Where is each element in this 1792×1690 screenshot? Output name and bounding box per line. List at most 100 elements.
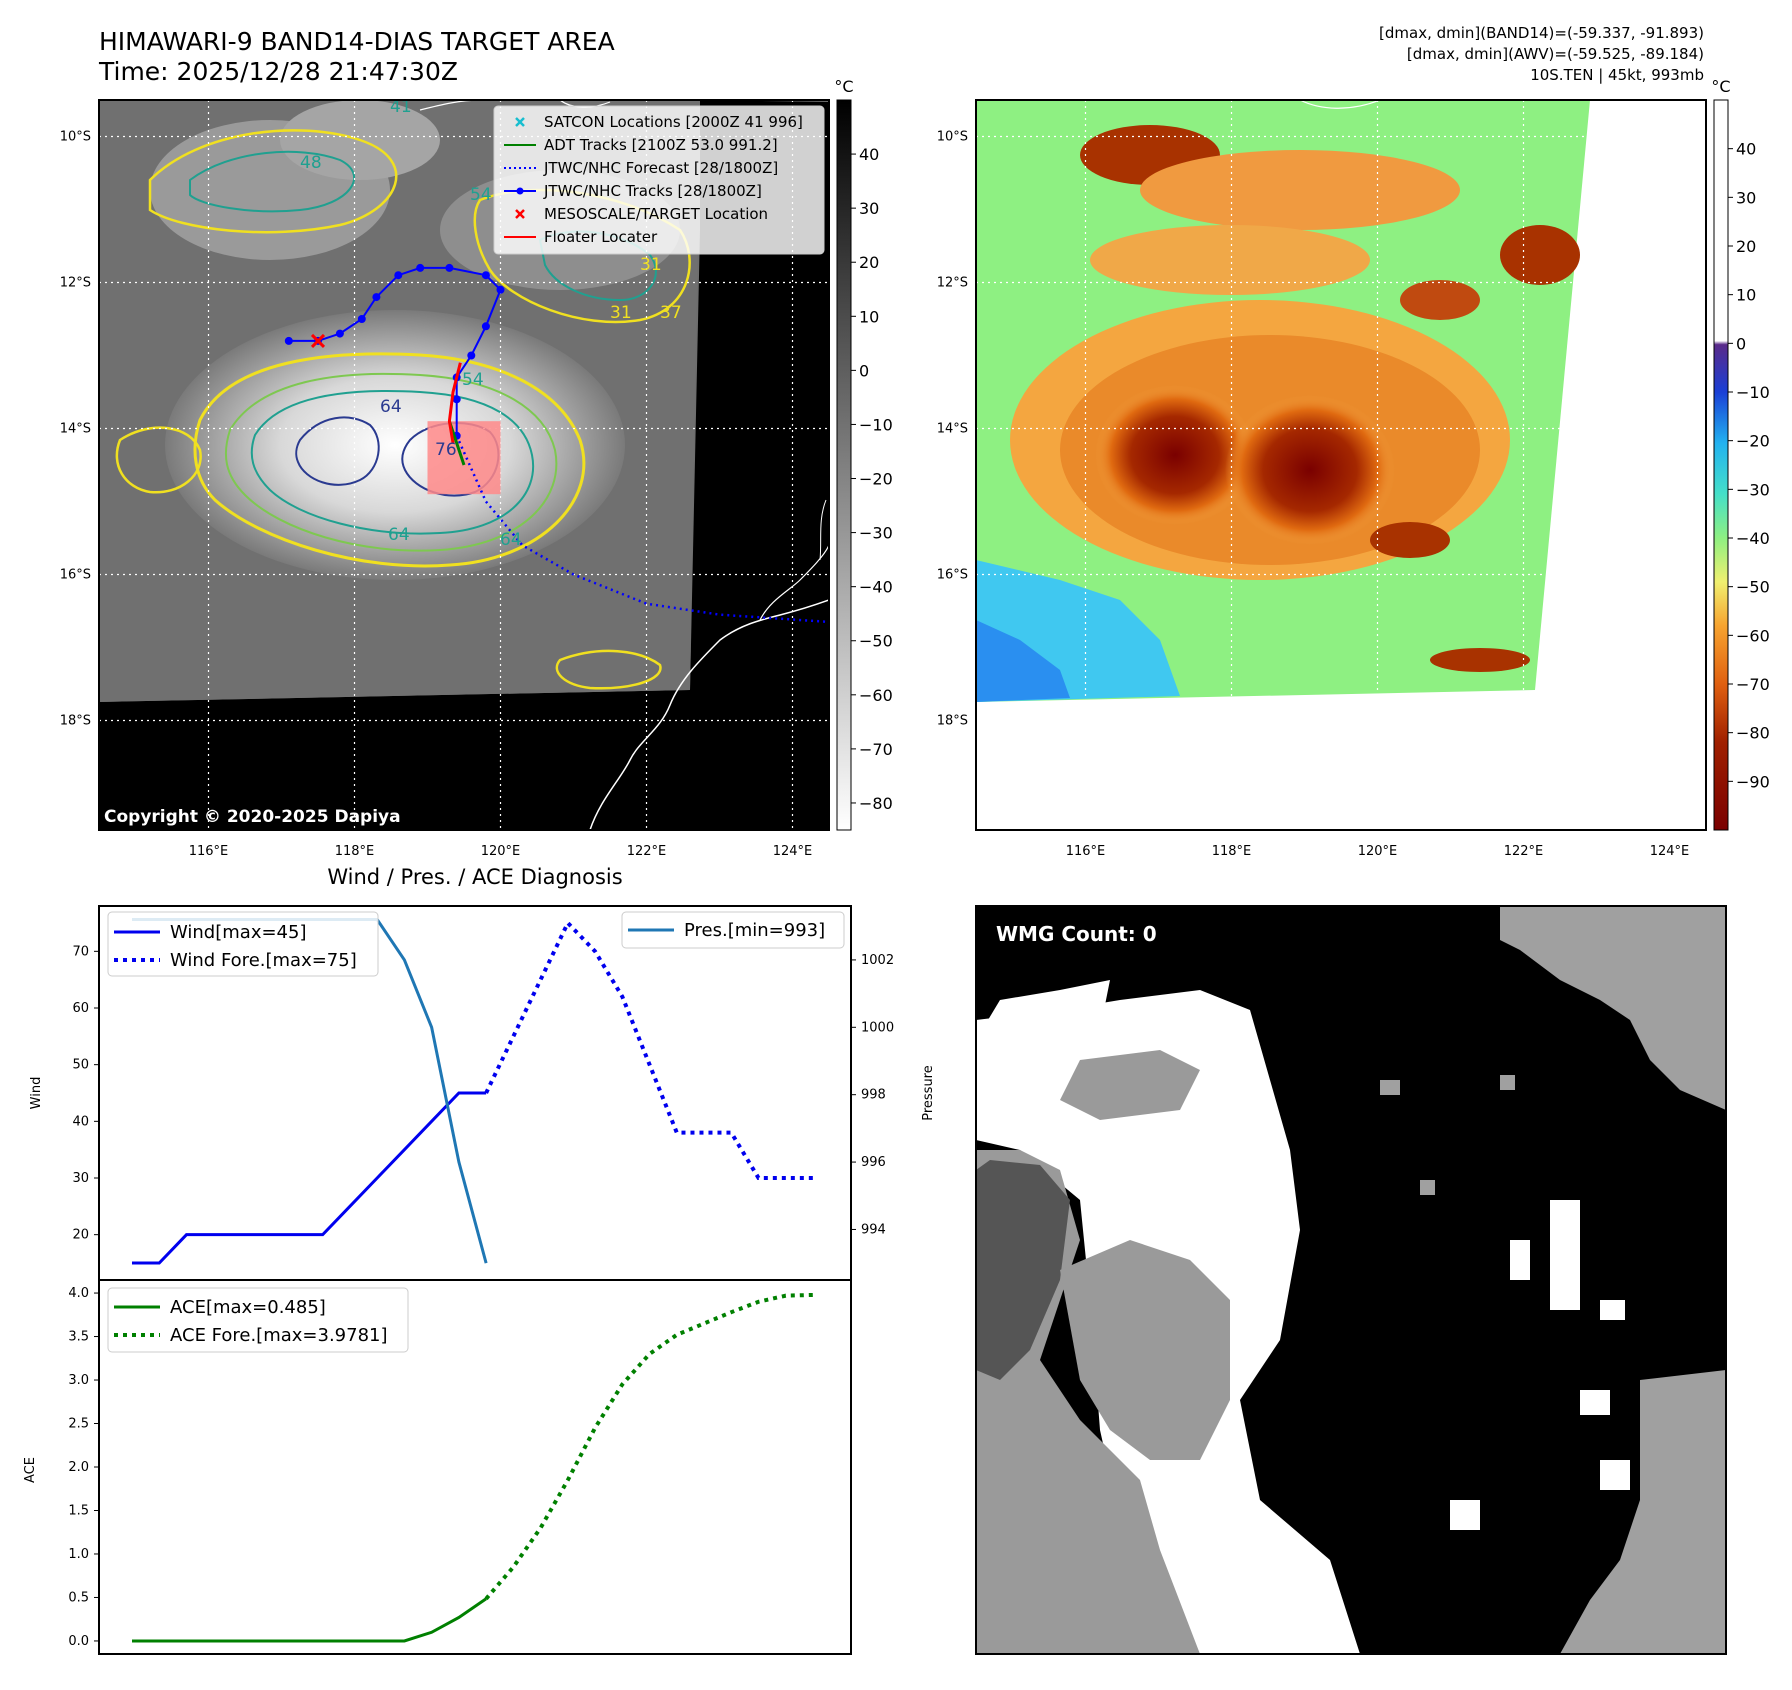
legend-box xyxy=(493,105,825,255)
contour-label: 64 xyxy=(500,530,522,550)
colorbar-tick-label: −10 xyxy=(859,415,893,434)
wmg-count-label: WMG Count: 0 xyxy=(996,922,1157,946)
legend-entry: JTWC/NHC Tracks [28/1800Z] xyxy=(543,182,762,200)
map-legend: SATCON Locations [2000Z 41 996] ADT Track… xyxy=(493,105,825,255)
lat-tick-label: 16°S xyxy=(937,568,968,583)
colorbar-tick-label: 10 xyxy=(859,307,879,326)
colorbar-tick-label: −80 xyxy=(859,794,893,813)
pressure-legend-box xyxy=(621,911,845,949)
wind-tick-label: 60 xyxy=(72,1001,89,1016)
legend-entry: Wind[max=45] xyxy=(170,922,307,943)
lat-tick-label: 18°S xyxy=(937,714,968,729)
wind-pressure-chart: Wind / Pres. / ACE Diagnosis Wind Pressu… xyxy=(29,865,936,1281)
jtwc-track-point xyxy=(416,263,425,272)
lat-tick-label: 10°S xyxy=(937,130,968,145)
band14-colorbar-ticks: 40 30 20 10 0 −10 −20 −30 −40 −50 −60 −70 −80 xyxy=(851,145,893,813)
contour-label: 41 xyxy=(390,97,412,117)
contour-labels: 54 64 64 76 64 31 37 41 31 48 54 xyxy=(300,97,682,550)
map-lat-ticks: 10°S 12°S 14°S 16°S 18°S xyxy=(60,130,91,729)
band14-map-panel: 54 64 64 76 64 31 37 41 31 48 54 Copyright © 2020-… xyxy=(60,77,893,859)
colorbar-tick-label: −70 xyxy=(1736,675,1770,694)
ace-series xyxy=(131,1292,814,1643)
storm-cloud xyxy=(165,310,625,580)
awv-core-west xyxy=(1095,385,1255,525)
colorbar-tick-label: −60 xyxy=(1736,626,1770,645)
jtwc-track-point xyxy=(481,322,490,331)
jtwc-forecast-line xyxy=(455,435,829,624)
legend-entry: Floater Locater xyxy=(544,228,658,246)
wind-legend-box xyxy=(107,911,379,977)
diagnosis-title: Wind / Pres. / ACE Diagnosis xyxy=(327,865,622,889)
contour-label: 64 xyxy=(380,397,402,417)
lon-tick-label: 124°E xyxy=(773,844,813,859)
legend-entry: ACE[max=0.485] xyxy=(170,1297,326,1318)
lon-tick-label: 118°E xyxy=(335,844,375,859)
jtwc-track-point xyxy=(284,336,293,345)
awv-lat-ticks: 10°S 12°S 14°S 16°S 18°S xyxy=(937,130,968,729)
ace-legend: ACE[max=0.485] ACE Fore.[max=3.9781] xyxy=(107,1287,409,1353)
legend-marker xyxy=(515,117,525,127)
ace-tick-label: 2.5 xyxy=(68,1417,89,1432)
colorbar-tick-label: −30 xyxy=(859,524,893,543)
ace-tick-label: 4.0 xyxy=(68,1286,89,1301)
colorbar-tick-label: 30 xyxy=(1736,188,1756,207)
wmg-panel: WMG Count: 0 xyxy=(975,905,1727,1655)
colorbar-tick-label: 40 xyxy=(1736,140,1756,159)
lat-tick-label: 16°S xyxy=(60,568,91,583)
contour-label: 54 xyxy=(462,370,484,390)
contour-label: 31 xyxy=(640,255,662,275)
pressure-tick-label: 998 xyxy=(861,1088,886,1103)
band14-colorbar xyxy=(836,99,852,831)
figure-title: HIMAWARI-9 BAND14-DIAS TARGET AREA xyxy=(99,27,615,56)
series-line-0 xyxy=(132,1091,487,1265)
lon-tick-label: 120°E xyxy=(1358,844,1398,859)
jtwc-track-point xyxy=(372,293,381,302)
colorbar-tick-label: −40 xyxy=(1736,529,1770,548)
awv-gridlines xyxy=(976,100,1706,830)
jtwc-track-point xyxy=(394,271,403,280)
wind-tick-label: 30 xyxy=(72,1171,89,1186)
pressure-y-ticks: 994 996 998 1000 1002 xyxy=(851,953,894,1237)
ace-chart: ACE 0.0 0.5 1.0 1.5 2.0 2.5 3.0 3.5 4.0 ACE[max=… xyxy=(23,1279,852,1655)
lon-tick-label: 116°E xyxy=(189,844,229,859)
ace-y-ticks: 0.0 0.5 1.0 1.5 2.0 2.5 3.0 3.5 4.0 xyxy=(68,1286,99,1649)
ace-tick-label: 0.5 xyxy=(68,1590,89,1605)
contour-label: 64 xyxy=(388,525,410,545)
pressure-tick-label: 996 xyxy=(861,1155,886,1170)
lon-tick-label: 116°E xyxy=(1066,844,1106,859)
wind-legend: Wind[max=45] Wind Fore.[max=75] xyxy=(107,911,379,977)
lon-tick-label: 120°E xyxy=(481,844,521,859)
pressure-tick-label: 994 xyxy=(861,1222,886,1237)
wind-tick-label: 40 xyxy=(72,1114,89,1129)
legend-entry: Pres.[min=993] xyxy=(684,920,825,941)
ace-tick-label: 0.0 xyxy=(68,1634,89,1649)
figure-time: Time: 2025/12/28 21:47:30Z xyxy=(98,57,458,86)
legend-entry: ADT Tracks [2100Z 53.0 991.2] xyxy=(544,136,778,154)
map-lon-ticks: 116°E 118°E 120°E 122°E 124°E xyxy=(189,844,813,859)
colorbar-tick-label: 10 xyxy=(1736,286,1756,305)
contour-label: 48 xyxy=(300,153,322,173)
contour-outer xyxy=(193,352,586,568)
ace-tick-label: 1.5 xyxy=(68,1503,89,1518)
legend-entry: SATCON Locations [2000Z 41 996] xyxy=(544,113,803,131)
awv-colorbar xyxy=(1713,99,1729,831)
lat-tick-label: 14°S xyxy=(937,422,968,437)
colorbar-tick-label: 20 xyxy=(1736,237,1756,256)
target-area-box xyxy=(427,421,501,495)
map-frame xyxy=(98,99,830,831)
jtwc-track-point xyxy=(335,329,344,338)
pressure-axis-label: Pressure xyxy=(921,1065,936,1121)
awv-colorbar-ticks: 40 30 20 10 0 −10 −20 −30 −40 −50 −60 −70 −80 −90 xyxy=(1728,140,1770,791)
legend-marker xyxy=(515,209,525,219)
colorbar-tick-label: −10 xyxy=(1736,383,1770,402)
colorbar-tick-label: −20 xyxy=(1736,432,1770,451)
colorbar-tick-label: −50 xyxy=(859,632,893,651)
awv-colorbar-unit: °C xyxy=(1711,77,1730,96)
band14-colorbar-unit: °C xyxy=(834,77,853,96)
lat-tick-label: 14°S xyxy=(60,422,91,437)
legend-entry: Wind Fore.[max=75] xyxy=(170,950,357,971)
wind-tick-label: 20 xyxy=(72,1228,89,1243)
ace-tick-label: 3.5 xyxy=(68,1330,89,1345)
wind-axis-label: Wind xyxy=(29,1077,44,1110)
